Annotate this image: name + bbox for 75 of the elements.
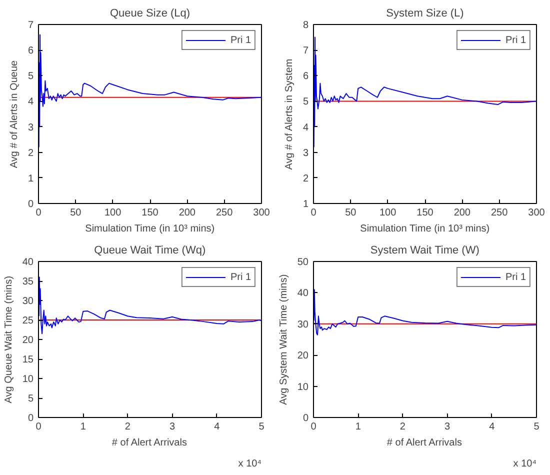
y-tick-label: 50	[297, 257, 309, 268]
y-tick-label: 6	[302, 71, 309, 82]
y-tick-label: 35	[22, 276, 34, 288]
x-tick-label: 0	[310, 422, 317, 432]
y-tick-label: 30	[297, 319, 309, 330]
y-tick-label: 3	[28, 122, 34, 134]
x-tick-label: 150	[142, 208, 159, 218]
x-axis-title: Simulation Time (in 10³ mins)	[85, 224, 215, 234]
x-tick-label: 200	[454, 208, 471, 218]
x-tick-label: 50	[70, 208, 82, 218]
y-tick-label: 30	[22, 296, 34, 307]
chart-title: System Wait Time (W)	[370, 244, 480, 256]
y-axis-title: Avg # of Alerts in System	[284, 58, 295, 170]
y-tick-label: 15	[22, 354, 34, 366]
text: x 10⁴	[238, 458, 262, 470]
x-tick-label: 0	[36, 422, 42, 432]
y-tick-label: 2	[302, 173, 309, 184]
x-tick-label: 250	[216, 208, 234, 218]
x-tick-label: 1	[80, 422, 86, 432]
y-axis-title: Avg # of Alerts in Queue	[8, 60, 20, 168]
x-axis-title: # of Alert Arrivals	[112, 438, 187, 448]
x-tick-label: 150	[416, 208, 434, 218]
x-tick-label: 100	[379, 208, 397, 218]
y-axis-title: Avg Queue Wait Time (mins)	[3, 276, 14, 404]
y-tick-label: 40	[297, 288, 309, 300]
legend-label: Pri 1	[230, 271, 251, 283]
y-tick-label: 0	[28, 199, 34, 210]
y-tick-label: 5	[28, 71, 34, 82]
y-tick-label: 4	[28, 96, 34, 108]
x-tick-label: 0	[310, 208, 317, 218]
y-tick-label: 25	[22, 316, 34, 326]
x-tick-label: 200	[178, 208, 196, 218]
x-axis-title: # of Alert Arrivals	[386, 438, 462, 448]
y-tick-label: 20	[297, 350, 309, 362]
y-tick-label: 5	[28, 394, 34, 404]
x-tick-label: 250	[490, 208, 508, 218]
x-tick-label: 5	[534, 422, 540, 432]
y-axis-title: Avg System Wait Time (mins)	[278, 274, 290, 405]
y-tick-label: 1	[302, 199, 309, 210]
x-tick-label: 3	[170, 422, 176, 432]
x-tick-label: 4	[214, 422, 220, 432]
x-tick-label: 100	[104, 208, 122, 218]
x-tick-label: 3	[444, 422, 451, 432]
legend-label: Pri 1	[505, 34, 526, 46]
x-tick-label: 0	[36, 208, 42, 218]
y-tick-label: 6	[28, 46, 34, 57]
y-tick-label: 20	[22, 335, 34, 346]
y-tick-label: 0	[28, 413, 34, 424]
y-tick-label: 40	[22, 257, 34, 268]
y-tick-label: 0	[302, 413, 309, 424]
y-tick-label: 7	[302, 46, 309, 57]
y-tick-label: 8	[302, 20, 309, 31]
x-tick-label: 5	[258, 422, 265, 432]
x-tick-label: 300	[253, 208, 270, 218]
y-tick-label: 3	[302, 148, 309, 159]
x-axis-title: Simulation Time (in 10³ mins)	[360, 224, 490, 234]
legend-label: Pri 1	[230, 34, 251, 46]
chart-title: Queue Size (Lq)	[110, 8, 190, 20]
y-tick-label: 10	[22, 374, 34, 385]
x-tick-label: 50	[345, 208, 357, 218]
y-tick-label: 10	[297, 382, 309, 393]
x-tick-label: 2	[400, 422, 406, 432]
y-tick-label: 4	[302, 122, 309, 134]
y-tick-label: 5	[302, 96, 309, 108]
y-tick-label: 2	[28, 148, 34, 159]
x-tick-label: 4	[489, 422, 496, 432]
y-tick-label: 1	[28, 173, 34, 184]
y-tick-label: 7	[28, 20, 34, 31]
x-tick-label: 300	[528, 208, 546, 218]
x-tick-label: 1	[355, 422, 362, 432]
chart-title: Queue Wait Time (Wq)	[94, 244, 206, 256]
text: x 10⁴	[513, 458, 537, 470]
chart-title: System Size (L)	[386, 8, 464, 20]
legend-label: Pri 1	[505, 271, 526, 283]
x-tick-label: 2	[124, 422, 131, 432]
